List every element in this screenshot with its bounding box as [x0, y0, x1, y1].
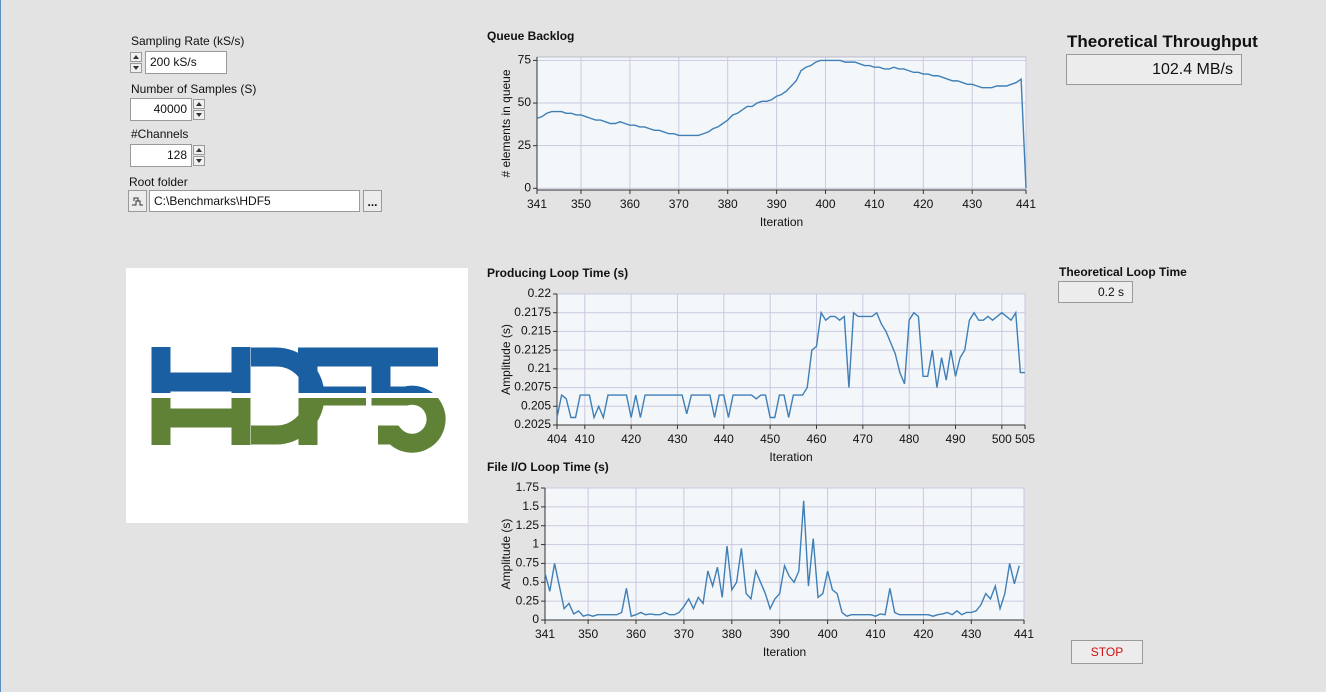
x-axis-label: Iteration	[763, 645, 806, 659]
label: Theoretical Throughput	[1067, 32, 1258, 51]
y-tick-label: 1.75	[516, 480, 540, 494]
y-axis-label: Amplitude (s)	[499, 324, 513, 395]
y-tick-label: 0.2125	[514, 342, 551, 356]
decrement[interactable]	[130, 63, 142, 73]
y-tick-label: 0.215	[521, 324, 551, 338]
x-tick-label: 420	[621, 432, 641, 446]
y-tick-label: 0	[532, 612, 539, 626]
x-tick-label: 430	[961, 627, 981, 641]
data-line	[556, 310, 1025, 420]
y-tick-label: 0.5	[522, 574, 539, 588]
x-tick-label: 490	[945, 432, 965, 446]
y-axis-label: Amplitude (s)	[499, 519, 513, 590]
window-border	[0, 0, 1, 692]
x-tick-label: 450	[760, 432, 780, 446]
y-axis-label: # elements in queue	[499, 69, 513, 177]
y-tick-label: 75	[518, 53, 532, 67]
numeric-indicator: 0.2 s	[1058, 281, 1133, 303]
label: Theoretical Loop Time	[1059, 265, 1187, 279]
x-tick-label: 341	[535, 627, 555, 641]
path-icon[interactable]	[128, 190, 147, 212]
x-tick-label: 420	[913, 627, 933, 641]
increment[interactable]	[193, 145, 205, 155]
y-tick-label: 0.2075	[514, 380, 551, 394]
x-tick-label: 480	[899, 432, 919, 446]
x-tick-label: 430	[667, 432, 687, 446]
y-tick-label: 0.205	[521, 398, 551, 412]
x-tick-label: 370	[674, 627, 694, 641]
chart-title: Queue Backlog	[487, 29, 574, 43]
numeric-control[interactable]: 200 kS/s	[145, 51, 227, 74]
x-tick-label: 360	[626, 627, 646, 641]
y-tick-label: 1.25	[516, 518, 540, 532]
x-tick-label: 380	[722, 627, 742, 641]
numeric-control[interactable]: 128	[130, 144, 192, 167]
y-tick-label: 0.21	[528, 361, 552, 375]
y-tick-label: 0.75	[516, 556, 540, 570]
path-control[interactable]: C:\Benchmarks\HDF5	[149, 190, 360, 212]
data-line	[544, 500, 1020, 618]
x-tick-label: 350	[578, 627, 598, 641]
x-tick-label: 441	[1014, 627, 1034, 641]
hdf5-logo	[126, 268, 468, 523]
x-tick-label: 410	[575, 432, 595, 446]
x-tick-label: 341	[527, 197, 547, 211]
x-tick-label: 360	[620, 197, 640, 211]
x-axis-label: Iteration	[760, 215, 803, 229]
y-tick-label: 0.2175	[514, 305, 551, 319]
y-tick-label: 0	[524, 180, 531, 194]
x-tick-label: 440	[714, 432, 734, 446]
x-tick-label: 410	[864, 197, 884, 211]
numeric-indicator: 102.4 MB/s	[1066, 54, 1242, 85]
increment[interactable]	[193, 99, 205, 109]
x-tick-label: 404	[547, 432, 567, 446]
decrement[interactable]	[193, 110, 205, 120]
x-tick-label: 420	[913, 197, 933, 211]
y-tick-label: 0.2025	[514, 417, 551, 431]
label: Root folder	[129, 175, 188, 189]
x-tick-label: 400	[818, 627, 838, 641]
y-tick-label: 0.22	[528, 286, 552, 300]
y-tick-label: 25	[518, 138, 532, 152]
data-line	[536, 59, 1027, 189]
x-tick-label: 470	[853, 432, 873, 446]
decrement[interactable]	[193, 156, 205, 166]
y-tick-label: 1	[532, 537, 539, 551]
x-tick-label: 410	[865, 627, 885, 641]
numeric-control[interactable]: 40000	[130, 98, 192, 121]
plot-area	[536, 56, 1027, 191]
x-tick-label: 380	[718, 197, 738, 211]
stop-button[interactable]: STOP	[1071, 640, 1143, 664]
x-tick-label: 370	[669, 197, 689, 211]
browse-button[interactable]: ...	[363, 190, 382, 212]
plot-area	[544, 487, 1025, 621]
x-tick-label: 400	[815, 197, 835, 211]
x-tick-label: 505	[1015, 432, 1035, 446]
y-tick-label: 50	[518, 95, 532, 109]
chart-title: Producing Loop Time (s)	[487, 266, 628, 280]
y-tick-label: 1.5	[522, 499, 539, 513]
x-tick-label: 350	[571, 197, 591, 211]
x-tick-label: 441	[1016, 197, 1036, 211]
increment[interactable]	[130, 52, 142, 62]
x-tick-label: 500	[992, 432, 1012, 446]
label: Number of Samples (S)	[131, 82, 257, 96]
y-tick-label: 0.25	[516, 593, 540, 607]
x-tick-label: 390	[770, 627, 790, 641]
x-axis-label: Iteration	[769, 450, 812, 464]
label: Sampling Rate (kS/s)	[131, 34, 245, 48]
chart-title: File I/O Loop Time (s)	[487, 460, 609, 474]
x-tick-label: 460	[806, 432, 826, 446]
x-tick-label: 430	[962, 197, 982, 211]
label: #Channels	[131, 127, 189, 141]
x-tick-label: 390	[767, 197, 787, 211]
